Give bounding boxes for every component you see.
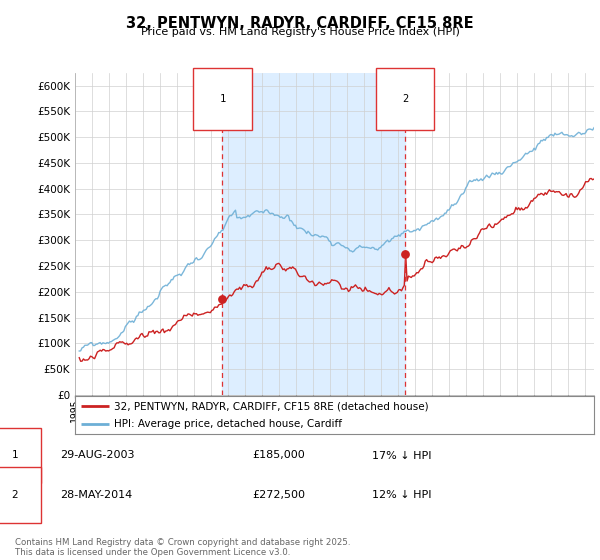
Text: 28-MAY-2014: 28-MAY-2014 <box>60 490 132 500</box>
Text: 17% ↓ HPI: 17% ↓ HPI <box>372 450 431 460</box>
Text: 2: 2 <box>402 94 409 104</box>
Text: 32, PENTWYN, RADYR, CARDIFF, CF15 8RE (detached house): 32, PENTWYN, RADYR, CARDIFF, CF15 8RE (d… <box>114 401 428 411</box>
Bar <box>223 73 405 395</box>
Text: 29-AUG-2003: 29-AUG-2003 <box>60 450 134 460</box>
Text: 1: 1 <box>11 450 19 460</box>
Text: £185,000: £185,000 <box>252 450 305 460</box>
Text: Contains HM Land Registry data © Crown copyright and database right 2025.
This d: Contains HM Land Registry data © Crown c… <box>15 538 350 557</box>
Point <box>400 250 410 259</box>
Text: 12% ↓ HPI: 12% ↓ HPI <box>372 490 431 500</box>
Text: HPI: Average price, detached house, Cardiff: HPI: Average price, detached house, Card… <box>114 419 342 429</box>
Text: £272,500: £272,500 <box>252 490 305 500</box>
Text: Price paid vs. HM Land Registry's House Price Index (HPI): Price paid vs. HM Land Registry's House … <box>140 27 460 38</box>
Point <box>218 295 227 304</box>
Text: 32, PENTWYN, RADYR, CARDIFF, CF15 8RE: 32, PENTWYN, RADYR, CARDIFF, CF15 8RE <box>126 16 474 31</box>
Text: 1: 1 <box>219 94 226 104</box>
Text: 2: 2 <box>11 490 19 500</box>
